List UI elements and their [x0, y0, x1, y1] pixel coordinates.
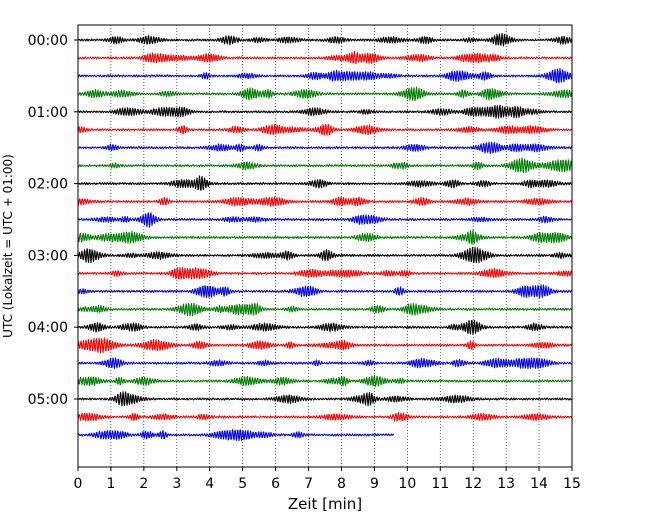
- trace-line-00:45: [77, 86, 573, 102]
- trace-line-04:15: [77, 337, 573, 354]
- trace-line-01:15: [77, 123, 573, 136]
- x-tick-label: 3: [172, 476, 181, 492]
- trace-line-00:30: [77, 67, 573, 84]
- trace-line-00:15: [77, 51, 573, 65]
- x-tick-label: 0: [74, 476, 83, 492]
- trace-line-00:00: [77, 32, 573, 47]
- trace-line-02:30: [77, 212, 573, 228]
- y-tick-label: 00:00: [28, 33, 68, 49]
- x-tick-label: 10: [398, 476, 416, 492]
- trace-line-03:30: [77, 284, 573, 299]
- trace-line-05:15: [77, 411, 573, 422]
- x-tick-label: 2: [139, 476, 148, 492]
- x-tick-label: 5: [238, 476, 247, 492]
- trace-line-02:15: [77, 196, 573, 207]
- trace-line-05:00: [77, 391, 573, 407]
- x-tick-label: 11: [431, 476, 449, 492]
- y-tick-label: 05:00: [28, 392, 68, 408]
- x-tick-label: 9: [370, 476, 379, 492]
- trace-line-02:00: [77, 175, 573, 191]
- x-tick-label: 4: [205, 476, 214, 492]
- x-axis-ticks: 0 1 2 3 4 5 6 7 8 9 10 11 12 13 14 15: [74, 467, 581, 492]
- y-axis-ticks: 00:00 01:00 02:00 03:00 04:00 05:00: [28, 33, 78, 408]
- x-tick-label: 15: [563, 476, 581, 492]
- trace-line-01:45: [77, 157, 573, 174]
- x-tick-label: 14: [530, 476, 548, 492]
- x-tick-label: 12: [464, 476, 482, 492]
- plot-frame: [77, 24, 573, 468]
- trace-line-02:45: [77, 229, 573, 245]
- trace-line-03:45: [77, 302, 573, 317]
- y-tick-label: 04:00: [28, 320, 68, 336]
- trace-line-03:00: [77, 246, 573, 264]
- y-tick-label: 02:00: [28, 177, 68, 193]
- trace-line-01:00: [77, 104, 573, 119]
- x-tick-label: 8: [337, 476, 346, 492]
- y-tick-label: 01:00: [28, 105, 68, 121]
- trace-line-04:00: [77, 319, 573, 335]
- trace-line-04:45: [77, 374, 573, 387]
- x-axis-label: Zeit [min]: [288, 495, 362, 513]
- trace-line-01:30: [77, 141, 573, 154]
- trace-line-04:30: [77, 357, 573, 369]
- trace-line-05:30: [77, 429, 395, 442]
- x-tick-label: 1: [106, 476, 115, 492]
- x-tick-label: 6: [271, 476, 280, 492]
- y-tick-label: 03:00: [28, 248, 68, 264]
- trace-line-03:15: [77, 266, 573, 280]
- y-axis-label: UTC (Lokalzeit = UTC + 01:00): [1, 154, 15, 338]
- trace-group: [77, 32, 573, 442]
- x-tick-label: 7: [304, 476, 313, 492]
- x-tick-label: 13: [497, 476, 515, 492]
